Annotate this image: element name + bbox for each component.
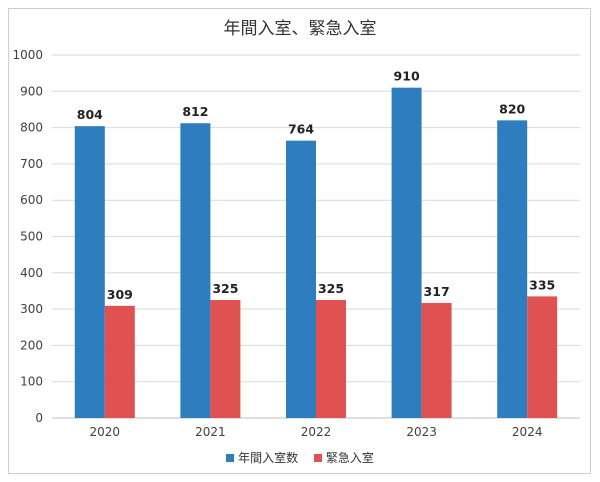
y-tick-label: 500	[20, 230, 43, 244]
legend-swatch-emergency	[313, 453, 322, 462]
data-label: 764	[288, 122, 314, 137]
bar-emergency	[421, 302, 452, 418]
bar-emergency	[210, 300, 241, 418]
chart-title: 年間入室、緊急入室	[223, 19, 377, 39]
data-label: 910	[394, 69, 420, 84]
bar-annual	[180, 123, 211, 418]
bar-annual	[286, 140, 316, 418]
legend-label-annual: 年間入室数	[238, 451, 299, 465]
data-label: 317	[424, 284, 450, 299]
data-label: 335	[529, 277, 555, 292]
chart-legend: 年間入室数 緊急入室	[0, 449, 600, 466]
bar-annual	[74, 126, 105, 418]
legend-swatch-annual	[226, 453, 235, 462]
y-tick-label: 100	[20, 375, 43, 389]
data-label: 812	[182, 104, 208, 119]
y-tick-label: 700	[20, 157, 43, 171]
y-tick-label: 600	[20, 193, 43, 207]
x-tick-label: 2024	[512, 425, 543, 439]
data-label: 325	[212, 281, 238, 296]
legend-label-emergency: 緊急入室	[325, 451, 374, 465]
y-tick-label: 300	[20, 302, 43, 316]
data-label: 820	[499, 101, 525, 116]
y-tick-label: 900	[20, 84, 43, 98]
data-label: 325	[318, 281, 344, 296]
bar-emergency	[104, 305, 135, 418]
x-tick-label: 2020	[90, 425, 121, 439]
y-tick-label: 400	[20, 266, 43, 280]
y-tick-label: 200	[20, 338, 43, 352]
legend-item-emergency: 緊急入室	[313, 449, 374, 466]
data-label: 804	[77, 107, 103, 122]
x-tick-label: 2022	[301, 425, 332, 439]
data-label: 309	[107, 287, 133, 302]
y-tick-label: 0	[35, 411, 43, 425]
x-tick-label: 2021	[195, 425, 226, 439]
y-tick-label: 800	[20, 121, 43, 135]
bar-emergency	[316, 300, 346, 418]
legend-item-annual: 年間入室数	[226, 449, 298, 466]
bar-annual	[391, 87, 422, 419]
bar-emergency	[527, 296, 558, 418]
y-tick-label: 1000	[12, 48, 43, 62]
bar-annual	[497, 120, 528, 418]
x-tick-label: 2023	[406, 425, 437, 439]
